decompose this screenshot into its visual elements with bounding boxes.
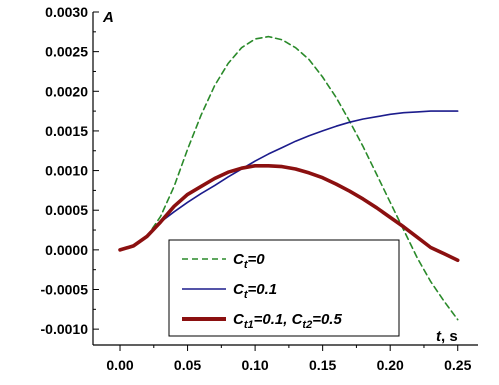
legend-label-ct0: Ct=0 — [233, 251, 265, 271]
legend: Ct=0 Ct=0.1 Ct1=0.1, Ct2=0.5 — [168, 239, 400, 337]
x-tick-label: 0.00 — [106, 357, 133, 373]
legend-entry-ct0: Ct=0 — [182, 251, 265, 271]
y-tick-label: 0.0030 — [45, 4, 88, 20]
x-tick-label: 0.20 — [377, 357, 404, 373]
y-tick-label: 0.0025 — [45, 44, 88, 60]
x-axis-variable: t — [436, 328, 442, 345]
x-tick-label: 0.10 — [241, 357, 268, 373]
series-layer — [118, 35, 460, 321]
x-tick-label: 0.15 — [309, 357, 336, 373]
x-tick-label: 0.05 — [174, 357, 201, 373]
legend-label-ct01: Ct=0.1 — [233, 281, 277, 301]
series-line-ct01 — [119, 110, 459, 251]
y-tick-label: 0.0005 — [45, 202, 88, 218]
y-tick-label: 0.0010 — [45, 163, 88, 179]
y-axis-ticks: -0.0010 -0.0005 0.0000 0.0005 0.0010 0.0015 0.… — [41, 4, 99, 337]
series-line-ct1-ct2 — [118, 164, 460, 263]
x-axis-unit: , s — [441, 328, 458, 345]
y-tick-label: 0.0000 — [45, 242, 88, 258]
y-tick-label: -0.0010 — [41, 321, 89, 337]
legend-entry-ct01: Ct=0.1 — [182, 281, 277, 301]
legend-entry-ct1-ct2: Ct1=0.1, Ct2=0.5 — [182, 311, 342, 331]
legend-label-ct1-ct2: Ct1=0.1, Ct2=0.5 — [233, 311, 342, 331]
x-axis-title: t, s — [436, 328, 458, 345]
y-axis-title: A — [102, 9, 114, 26]
y-tick-label: -0.0005 — [41, 282, 89, 298]
y-tick-label: 0.0020 — [45, 83, 88, 99]
x-axis-ticks: 0.00 0.05 0.10 0.15 0.20 0.25 — [106, 345, 472, 373]
y-tick-label: 0.0015 — [45, 123, 88, 139]
x-tick-label: 0.25 — [444, 357, 471, 373]
